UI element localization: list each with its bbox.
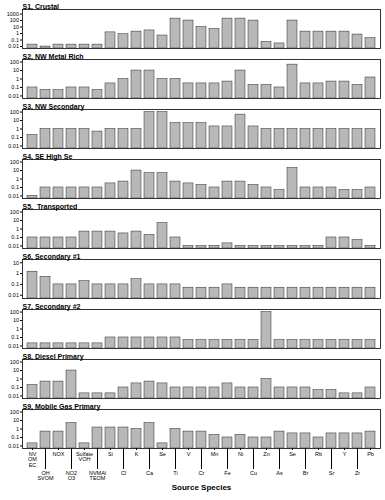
svg-text:10: 10	[13, 417, 19, 423]
svg-text:10: 10	[13, 24, 19, 30]
svg-text:0.01: 0.01	[8, 343, 19, 349]
svg-text:Source Species: Source Species	[172, 483, 232, 492]
svg-text:1: 1	[16, 270, 19, 276]
svg-text:NVMAlTEOM: NVMAlTEOM	[89, 470, 106, 482]
svg-text:10: 10	[13, 217, 19, 223]
svg-text:0.1: 0.1	[11, 384, 19, 390]
svg-text:NVOMEC: NVOMEC	[28, 451, 37, 468]
svg-text:0.1: 0.1	[11, 281, 19, 287]
svg-text:0.1: 0.1	[11, 334, 19, 340]
svg-text:10: 10	[13, 167, 19, 173]
svg-text:0.01: 0.01	[8, 143, 19, 149]
svg-text:Zr: Zr	[355, 470, 360, 476]
svg-text:Rb: Rb	[315, 451, 322, 457]
svg-text:100: 100	[10, 309, 19, 315]
svg-text:S4, SE High Se: S4, SE High Se	[23, 153, 73, 161]
svg-text:Se: Se	[159, 451, 166, 457]
svg-text:0.01: 0.01	[8, 393, 19, 399]
svg-text:K: K	[135, 451, 139, 457]
svg-text:0.01: 0.01	[8, 93, 19, 99]
svg-text:10: 10	[13, 117, 19, 123]
svg-text:Zn: Zn	[263, 451, 269, 457]
svg-text:Ni: Ni	[238, 451, 243, 457]
svg-text:100: 100	[10, 159, 19, 165]
svg-text:S7, Secondary #2: S7, Secondary #2	[23, 303, 81, 311]
svg-text:10: 10	[13, 260, 19, 266]
svg-text:1: 1	[16, 376, 19, 382]
svg-text:100: 100	[10, 59, 19, 65]
svg-text:S5, Transported: S5, Transported	[23, 203, 78, 211]
svg-text:0.1: 0.1	[11, 434, 19, 440]
svg-text:Ti: Ti	[173, 470, 177, 476]
svg-text:0.1: 0.1	[11, 134, 19, 140]
svg-text:100: 100	[10, 109, 19, 115]
svg-text:Sr: Sr	[329, 470, 335, 476]
svg-text:Pb: Pb	[367, 451, 374, 457]
svg-text:1: 1	[16, 176, 19, 182]
svg-text:100: 100	[10, 209, 19, 215]
svg-text:S2, NW Metal Rich: S2, NW Metal Rich	[23, 53, 84, 61]
svg-text:S9, Mobile Gas Primary: S9, Mobile Gas Primary	[23, 403, 101, 411]
svg-text:0.01: 0.01	[8, 193, 19, 199]
svg-text:0.01: 0.01	[8, 292, 19, 298]
svg-text:1: 1	[16, 30, 19, 36]
svg-text:Si: Si	[108, 451, 113, 457]
svg-text:Y: Y	[343, 451, 347, 457]
svg-text:Br: Br	[303, 470, 309, 476]
svg-text:1: 1	[16, 126, 19, 132]
svg-text:0.01: 0.01	[8, 243, 19, 249]
svg-text:Cl: Cl	[121, 470, 126, 476]
svg-text:OHSVOM: OHSVOM	[37, 470, 54, 482]
svg-text:Cu: Cu	[250, 470, 257, 476]
svg-text:1: 1	[16, 76, 19, 82]
svg-text:S6, Secondary #1: S6, Secondary #1	[23, 253, 81, 261]
svg-text:10: 10	[13, 67, 19, 73]
svg-text:0.1: 0.1	[11, 234, 19, 240]
svg-text:0.1: 0.1	[11, 184, 19, 190]
svg-text:NOX: NOX	[53, 451, 65, 457]
svg-text:S8, Diesel Primary: S8, Diesel Primary	[23, 353, 84, 361]
svg-text:SulfateVOH: SulfateVOH	[76, 451, 93, 463]
svg-text:10: 10	[13, 367, 19, 373]
svg-text:Se: Se	[289, 451, 296, 457]
svg-text:S3, NW Secondary: S3, NW Secondary	[23, 103, 85, 111]
svg-text:As: As	[276, 470, 283, 476]
svg-text:100: 100	[10, 359, 19, 365]
svg-text:0.1: 0.1	[11, 84, 19, 90]
svg-text:1: 1	[16, 326, 19, 332]
svg-text:0.1: 0.1	[11, 37, 19, 43]
svg-text:Fe: Fe	[224, 470, 230, 476]
svg-text:V: V	[187, 451, 191, 457]
svg-text:100: 100	[10, 17, 19, 23]
svg-text:Cr: Cr	[199, 470, 205, 476]
svg-text:100: 100	[10, 409, 19, 415]
svg-text:1: 1	[16, 426, 19, 432]
svg-text:0.01: 0.01	[8, 43, 19, 49]
svg-text:Mn: Mn	[211, 451, 219, 457]
svg-text:Ca: Ca	[146, 470, 154, 476]
svg-text:10: 10	[13, 317, 19, 323]
svg-text:1: 1	[16, 226, 19, 232]
svg-text:0.01: 0.01	[8, 443, 19, 449]
svg-text:S1, Crustal: S1, Crustal	[23, 3, 60, 11]
svg-text:NO2O3: NO2O3	[66, 470, 77, 482]
svg-text:1000: 1000	[7, 11, 19, 17]
